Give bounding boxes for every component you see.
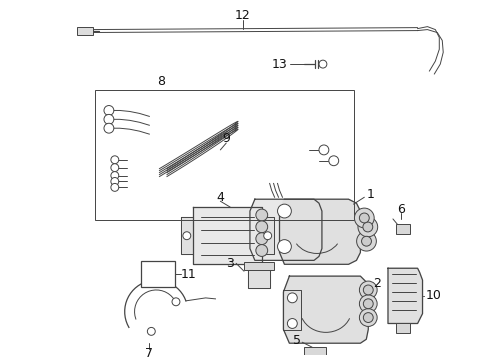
Circle shape bbox=[104, 114, 114, 124]
Circle shape bbox=[277, 204, 292, 218]
Polygon shape bbox=[279, 199, 360, 264]
Circle shape bbox=[364, 285, 373, 295]
Circle shape bbox=[277, 240, 292, 253]
Bar bbox=[244, 262, 273, 270]
Text: 2: 2 bbox=[373, 276, 381, 289]
Circle shape bbox=[364, 299, 373, 309]
Text: 5: 5 bbox=[293, 334, 301, 347]
Circle shape bbox=[147, 328, 155, 335]
Text: 12: 12 bbox=[235, 9, 251, 22]
Circle shape bbox=[256, 244, 268, 256]
Circle shape bbox=[183, 232, 191, 240]
Text: 3: 3 bbox=[226, 257, 234, 270]
Circle shape bbox=[359, 295, 377, 312]
Circle shape bbox=[111, 184, 119, 191]
Polygon shape bbox=[262, 217, 273, 255]
Circle shape bbox=[111, 172, 119, 180]
Circle shape bbox=[354, 208, 374, 228]
Circle shape bbox=[288, 293, 297, 303]
Polygon shape bbox=[193, 207, 262, 264]
Bar bbox=[142, 261, 175, 287]
Bar bbox=[304, 347, 326, 360]
Circle shape bbox=[359, 281, 377, 299]
Polygon shape bbox=[248, 266, 270, 288]
Circle shape bbox=[357, 231, 376, 251]
Text: 10: 10 bbox=[425, 289, 441, 302]
Circle shape bbox=[172, 298, 180, 306]
Text: 9: 9 bbox=[222, 131, 230, 145]
Circle shape bbox=[288, 319, 297, 328]
Circle shape bbox=[256, 233, 268, 244]
Circle shape bbox=[329, 156, 339, 166]
Circle shape bbox=[104, 105, 114, 116]
Bar bbox=[396, 224, 410, 234]
Bar bbox=[77, 27, 93, 35]
Text: 6: 6 bbox=[397, 203, 405, 216]
Text: 4: 4 bbox=[217, 191, 224, 204]
Bar bbox=[396, 324, 410, 333]
Circle shape bbox=[111, 177, 119, 185]
Circle shape bbox=[104, 123, 114, 133]
Polygon shape bbox=[283, 290, 301, 330]
Circle shape bbox=[358, 217, 378, 237]
Text: 11: 11 bbox=[181, 268, 196, 281]
Circle shape bbox=[264, 232, 271, 240]
Text: 1: 1 bbox=[367, 188, 374, 201]
Polygon shape bbox=[283, 276, 368, 343]
Text: 7: 7 bbox=[146, 347, 153, 360]
Polygon shape bbox=[250, 199, 322, 260]
Circle shape bbox=[359, 309, 377, 327]
Bar bbox=[95, 90, 354, 220]
Circle shape bbox=[256, 209, 268, 221]
Circle shape bbox=[359, 213, 369, 223]
Circle shape bbox=[363, 222, 373, 232]
Circle shape bbox=[111, 156, 119, 164]
Polygon shape bbox=[388, 268, 422, 324]
Circle shape bbox=[111, 164, 119, 172]
Text: 13: 13 bbox=[271, 58, 288, 71]
Circle shape bbox=[364, 312, 373, 323]
Polygon shape bbox=[181, 217, 193, 255]
Circle shape bbox=[362, 236, 371, 246]
Text: 8: 8 bbox=[157, 75, 165, 88]
Circle shape bbox=[256, 221, 268, 233]
Circle shape bbox=[319, 145, 329, 155]
